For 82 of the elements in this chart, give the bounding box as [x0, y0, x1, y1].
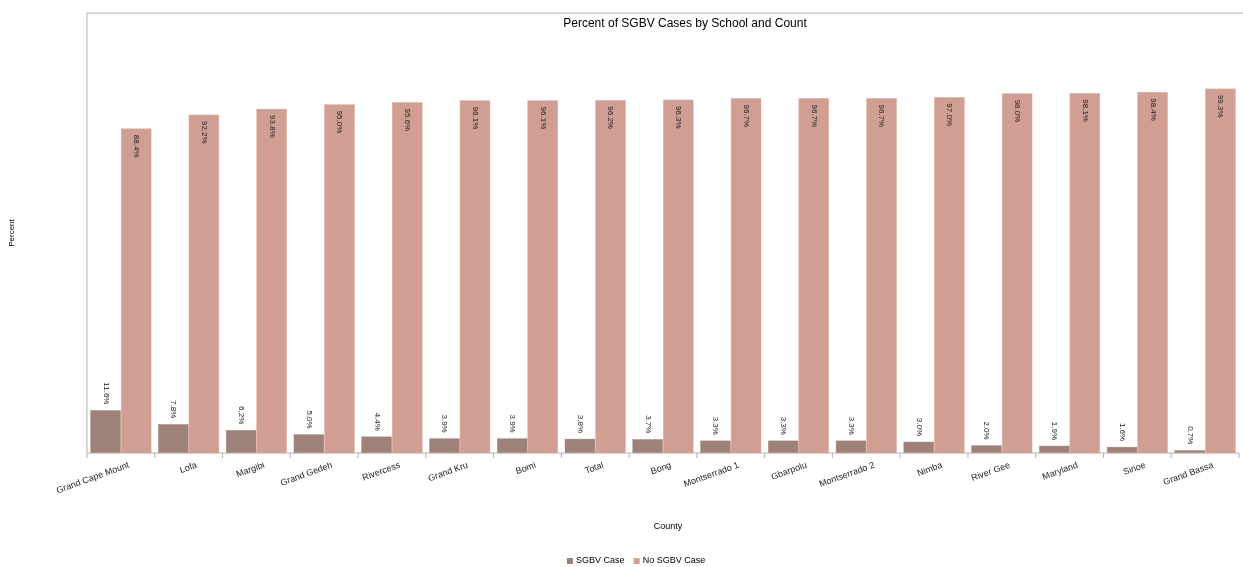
bar: [866, 98, 897, 454]
x-tick-label: Grand Bassa: [1161, 459, 1215, 488]
x-tick-label: Lofa: [178, 459, 199, 476]
bar: [835, 440, 867, 454]
bar: [1137, 91, 1168, 454]
bar: [225, 430, 257, 454]
data-label: 92.2%: [199, 120, 209, 144]
data-label: 95.6%: [403, 108, 413, 132]
x-tick-label: Total: [583, 459, 605, 476]
bar: [361, 436, 392, 454]
bar: [798, 98, 829, 454]
legend-label: No SGBV Case: [642, 555, 706, 566]
bar: [1069, 93, 1101, 454]
data-label: 98.4%: [1148, 98, 1158, 121]
bar: [564, 438, 596, 454]
data-label: 7.8%: [169, 400, 179, 419]
data-label: 96.1%: [538, 106, 548, 130]
bar: [256, 108, 287, 454]
data-label: 96.1%: [470, 106, 480, 130]
data-label: 98.1%: [1080, 99, 1090, 122]
data-label: 93.8%: [267, 115, 277, 138]
bar: [158, 424, 189, 454]
data-label: 96.7%: [741, 104, 751, 128]
data-label: 99.3%: [1216, 94, 1226, 118]
bar: [188, 114, 220, 454]
x-tick-label: Grand Kru: [426, 459, 470, 484]
x-tick-label: Sinoe: [1121, 459, 1147, 477]
bar: [768, 440, 799, 454]
bar: [293, 434, 325, 454]
data-label: 96.7%: [809, 104, 819, 128]
legend-label: SGBV Case: [575, 555, 625, 566]
x-axis-title: County: [653, 521, 683, 531]
y-axis-title: Percent: [7, 218, 16, 247]
data-label: 3.0%: [914, 417, 924, 436]
data-label: 96.7%: [877, 104, 887, 128]
bar: [700, 440, 731, 454]
bar: [527, 100, 558, 454]
data-label: 88.4%: [132, 134, 142, 158]
x-tick-label: Nimba: [915, 459, 944, 479]
bar: [324, 104, 355, 454]
bar: [429, 438, 460, 454]
data-label: 3.3%: [711, 416, 721, 435]
data-label: 1.6%: [1117, 422, 1127, 442]
bar: [497, 438, 528, 454]
bar: [1106, 446, 1138, 454]
data-label: 3.3%: [779, 416, 789, 435]
data-label: 0.7%: [1185, 426, 1195, 445]
x-tick-label: Grand Gedeh: [279, 459, 334, 488]
data-label: 1.9%: [1050, 421, 1060, 441]
bar: [663, 99, 694, 454]
x-tick-label: Grand Cape Mount: [55, 459, 131, 496]
data-label: 3.3%: [846, 416, 856, 435]
data-label: 96.2%: [606, 106, 616, 129]
data-label: 6.2%: [237, 406, 247, 425]
bar: [1205, 88, 1236, 454]
bar: [459, 100, 491, 454]
data-label: 98.0%: [1012, 99, 1022, 123]
bar: [120, 128, 152, 454]
x-tick-label: Bomi: [514, 459, 537, 477]
data-label: 3.9%: [508, 414, 518, 433]
x-tick-label: River Gee: [969, 459, 1012, 483]
data-label: 95.0%: [335, 110, 345, 134]
bar: [730, 98, 762, 454]
data-label: 3.9%: [440, 414, 450, 433]
bar: [90, 410, 121, 454]
bar: [903, 441, 934, 454]
data-label: 96.3%: [674, 105, 684, 129]
data-label: 3.7%: [643, 415, 653, 434]
data-label: 4.4%: [372, 412, 382, 431]
x-tick-label: Bong: [649, 459, 673, 477]
bar: [632, 439, 663, 454]
bar: [392, 102, 423, 454]
bar: [934, 97, 965, 454]
chart-title: Percent of SGBV Cases by School and Count: [563, 16, 808, 30]
bar: [1039, 445, 1070, 454]
data-label: 5.0%: [304, 410, 314, 429]
bar: [1001, 93, 1033, 454]
data-label: 2.0%: [982, 421, 992, 440]
data-label: 11.6%: [101, 382, 111, 405]
data-label: 3.8%: [575, 414, 585, 434]
bar: [595, 100, 626, 454]
data-label: 97.0%: [945, 103, 955, 127]
